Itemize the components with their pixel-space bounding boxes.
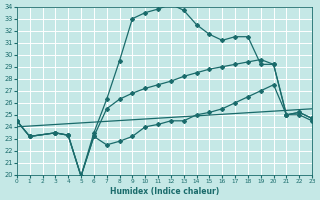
X-axis label: Humidex (Indice chaleur): Humidex (Indice chaleur) (110, 187, 219, 196)
